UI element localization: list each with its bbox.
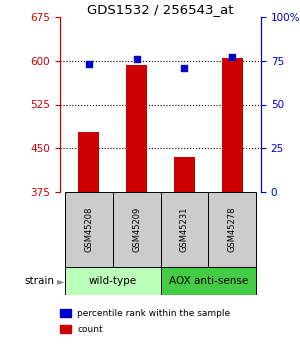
Text: GSM45209: GSM45209 xyxy=(132,207,141,252)
Text: GSM45278: GSM45278 xyxy=(228,207,237,252)
Point xyxy=(182,65,187,70)
Bar xyxy=(221,58,243,192)
Bar xyxy=(126,66,147,192)
Bar xyxy=(65,192,112,267)
Text: GSM45208: GSM45208 xyxy=(84,207,93,252)
Point xyxy=(230,55,235,60)
Text: percentile rank within the sample: percentile rank within the sample xyxy=(77,309,230,318)
Point xyxy=(134,56,139,62)
Text: GSM45231: GSM45231 xyxy=(180,207,189,252)
Text: strain: strain xyxy=(24,276,54,286)
Bar xyxy=(78,132,100,192)
Text: ►: ► xyxy=(57,276,64,286)
Bar xyxy=(160,267,256,295)
Bar xyxy=(65,267,160,295)
Bar xyxy=(112,192,160,267)
Bar xyxy=(208,192,256,267)
Text: AOX anti-sense: AOX anti-sense xyxy=(169,276,248,286)
Text: count: count xyxy=(77,325,103,334)
Text: wild-type: wild-type xyxy=(88,276,137,286)
Bar xyxy=(160,192,208,267)
Point xyxy=(86,61,91,67)
Title: GDS1532 / 256543_at: GDS1532 / 256543_at xyxy=(87,3,234,16)
Bar xyxy=(174,157,195,192)
